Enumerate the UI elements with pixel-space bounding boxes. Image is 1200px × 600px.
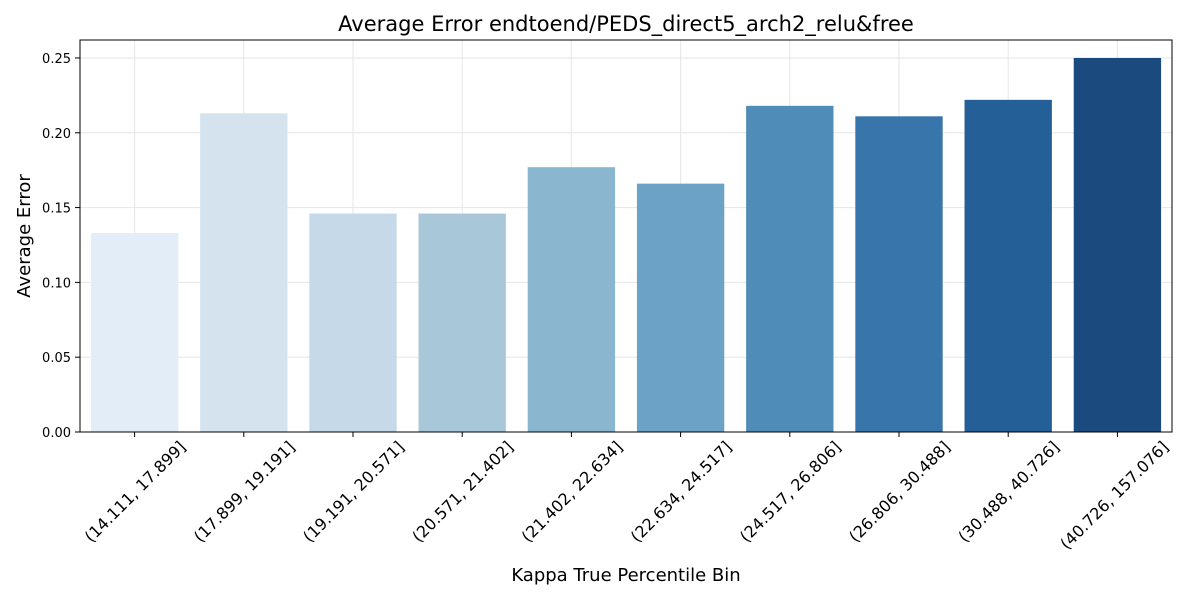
- y-tick-label: 0.25: [42, 52, 71, 67]
- x-tick-label: (24.517, 26.806]: [736, 437, 845, 546]
- y-axis-label: Average Error: [14, 174, 35, 298]
- x-tick-label: (30.488, 40.726]: [954, 437, 1063, 546]
- bar: [636, 183, 725, 432]
- x-tick-label: (26.806, 30.488]: [845, 437, 954, 546]
- bar: [746, 105, 834, 432]
- chart-title: Average Error endtoend/PEDS_direct5_arch…: [338, 12, 914, 37]
- x-tick-label: (22.634, 24.517]: [627, 437, 736, 546]
- x-tick-label: (40.726, 157.076]: [1056, 437, 1172, 553]
- y-tick-label: 0.20: [42, 127, 71, 142]
- x-tick-label: (20.571, 21.402]: [408, 437, 517, 546]
- bar: [964, 99, 1052, 433]
- x-tick-label: (14.111, 17.899]: [81, 437, 190, 546]
- bar: [90, 233, 179, 432]
- y-tick-label: 0.00: [42, 426, 71, 441]
- bar: [1073, 57, 1162, 433]
- x-tick-label: (19.191, 20.571]: [299, 437, 408, 546]
- bar: [855, 116, 943, 432]
- y-tick-label: 0.10: [42, 276, 71, 291]
- x-axis-label: Kappa True Percentile Bin: [511, 565, 740, 586]
- plot-frame: [79, 39, 1173, 433]
- x-tick-label: (21.402, 22.634]: [518, 437, 627, 546]
- bar: [309, 213, 397, 432]
- bar: [418, 213, 506, 432]
- bar: [527, 167, 616, 432]
- y-tick-label: 0.15: [42, 202, 71, 217]
- bar: [200, 113, 288, 432]
- x-tick-label: (17.899, 19.191]: [190, 437, 299, 546]
- y-tick-label: 0.05: [42, 351, 71, 366]
- bar-layer: [90, 57, 1162, 433]
